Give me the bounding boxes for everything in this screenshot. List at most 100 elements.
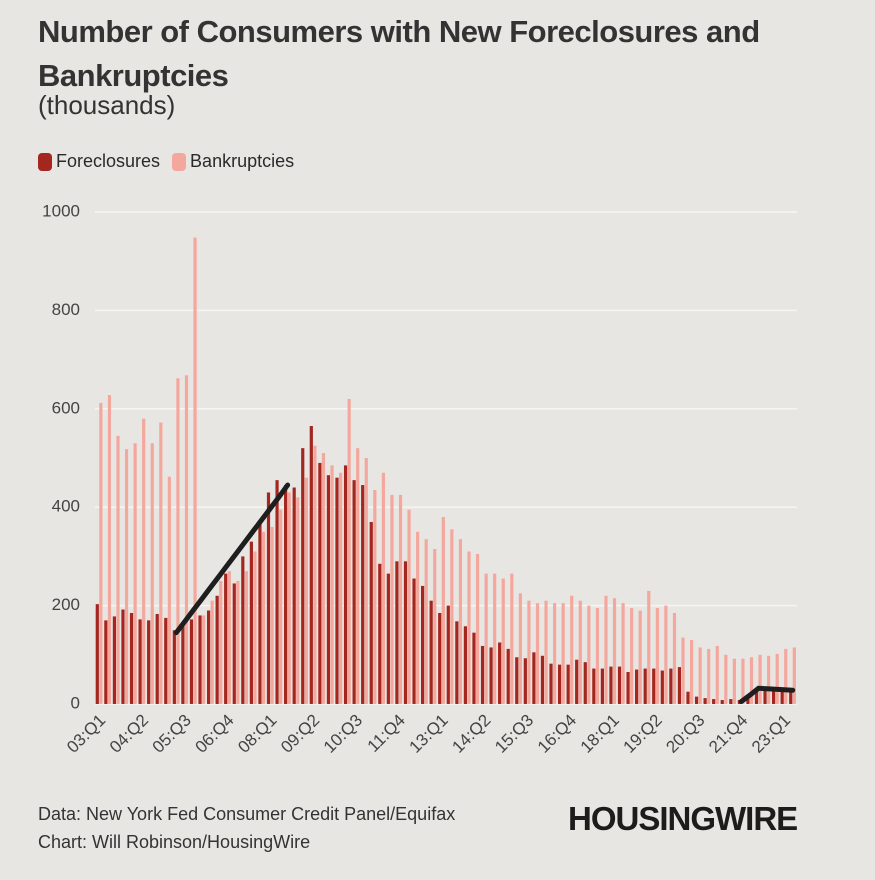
bar bbox=[318, 462, 322, 704]
bar bbox=[398, 494, 403, 704]
bar bbox=[292, 487, 296, 704]
bar bbox=[600, 668, 604, 704]
bar bbox=[99, 402, 103, 704]
bar bbox=[433, 549, 437, 704]
bar bbox=[403, 561, 408, 704]
bar bbox=[184, 375, 189, 704]
bar bbox=[446, 605, 450, 704]
bar bbox=[261, 531, 266, 704]
bar bbox=[720, 700, 724, 704]
legend-swatch bbox=[172, 152, 187, 171]
bar bbox=[198, 615, 202, 704]
bar bbox=[535, 603, 540, 704]
bar bbox=[343, 465, 348, 704]
y-tick-label: 0 bbox=[71, 693, 80, 712]
bar bbox=[698, 647, 702, 704]
bar bbox=[544, 600, 548, 704]
y-tick-label: 200 bbox=[52, 595, 80, 614]
bar bbox=[104, 620, 108, 704]
bar bbox=[287, 492, 291, 704]
bar bbox=[232, 583, 236, 704]
bar bbox=[338, 472, 343, 704]
bar bbox=[378, 563, 382, 704]
bar bbox=[758, 654, 762, 704]
bar bbox=[587, 605, 591, 704]
legend-swatch bbox=[38, 152, 52, 171]
bar bbox=[630, 608, 634, 704]
bar bbox=[424, 539, 428, 704]
bar bbox=[373, 489, 377, 704]
bar bbox=[669, 668, 673, 704]
x-tick-label: 19:Q2 bbox=[620, 711, 666, 757]
bar bbox=[335, 477, 339, 704]
bar bbox=[549, 663, 553, 704]
bar bbox=[501, 578, 505, 704]
bar bbox=[121, 609, 125, 704]
bar bbox=[224, 573, 228, 704]
bar bbox=[450, 529, 454, 704]
bar bbox=[792, 647, 796, 704]
bar bbox=[455, 621, 459, 704]
bar bbox=[275, 480, 279, 704]
bar bbox=[575, 659, 579, 704]
bar bbox=[421, 585, 425, 704]
bar bbox=[772, 688, 776, 704]
bar bbox=[326, 475, 331, 704]
bar bbox=[369, 521, 373, 704]
bar bbox=[150, 443, 154, 704]
bar bbox=[116, 435, 120, 704]
bar bbox=[681, 637, 685, 704]
bar bbox=[138, 619, 142, 704]
bar bbox=[664, 605, 668, 704]
x-tick-label: 04:Q2 bbox=[106, 711, 152, 757]
bar bbox=[390, 494, 394, 704]
bar bbox=[381, 472, 385, 704]
bar bbox=[570, 595, 574, 704]
bar bbox=[284, 485, 288, 704]
bar bbox=[532, 652, 536, 704]
x-tick-label: 16:Q4 bbox=[534, 711, 580, 757]
y-tick-label: 600 bbox=[52, 398, 80, 417]
bar bbox=[472, 632, 476, 704]
bar bbox=[510, 573, 514, 704]
bar bbox=[467, 551, 471, 704]
bar bbox=[578, 600, 582, 704]
bar bbox=[475, 553, 480, 704]
bar bbox=[172, 630, 176, 704]
legend-label: Foreclosures bbox=[56, 151, 161, 171]
bar bbox=[330, 465, 334, 704]
bar bbox=[458, 539, 463, 704]
bar bbox=[438, 612, 442, 704]
bar bbox=[112, 616, 117, 704]
bar bbox=[129, 612, 134, 704]
bar bbox=[626, 672, 630, 704]
x-tick-label: 09:Q2 bbox=[277, 711, 323, 757]
bar bbox=[638, 610, 642, 704]
bar bbox=[754, 691, 759, 704]
bar bbox=[784, 648, 788, 704]
bar bbox=[95, 604, 99, 704]
x-tick-label: 11:Q4 bbox=[364, 711, 409, 756]
x-tick-label: 20:Q3 bbox=[662, 711, 708, 757]
bar bbox=[789, 689, 793, 704]
bar bbox=[557, 664, 562, 704]
bar bbox=[763, 689, 767, 704]
bar bbox=[775, 653, 779, 704]
bar bbox=[304, 477, 308, 704]
bar bbox=[694, 696, 699, 704]
logo: HOUSINGWIRE bbox=[568, 800, 798, 837]
bar bbox=[266, 492, 271, 704]
bar bbox=[635, 669, 639, 704]
x-tick-label: 18:Q1 bbox=[577, 711, 623, 757]
bar bbox=[321, 453, 326, 704]
bar bbox=[386, 573, 390, 704]
bar bbox=[518, 593, 522, 704]
bar bbox=[309, 426, 313, 704]
x-tick-label: 14:Q2 bbox=[448, 711, 494, 757]
bar bbox=[595, 608, 600, 704]
bar bbox=[416, 531, 420, 704]
legend-item: Foreclosures bbox=[38, 151, 160, 172]
bar bbox=[707, 648, 711, 704]
bar bbox=[356, 448, 360, 704]
